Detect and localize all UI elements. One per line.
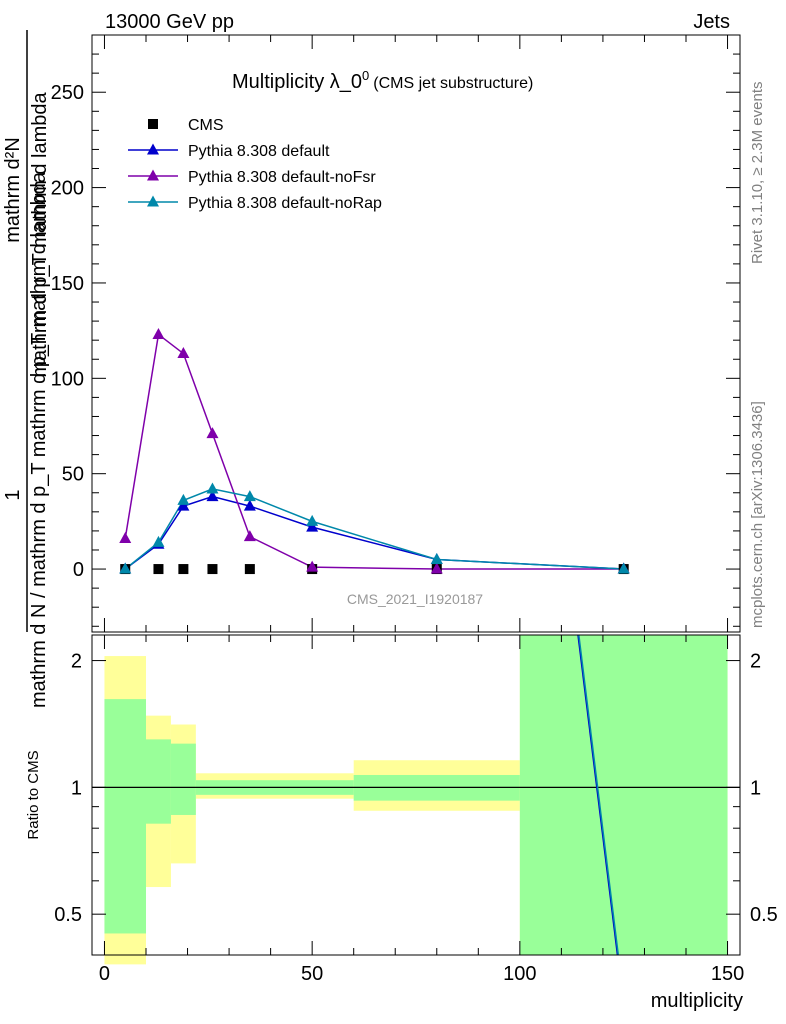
ylabel-num-line2: mathrm d p_T mathrm d lambda [29, 91, 51, 377]
legend-marker [148, 119, 158, 129]
header-right: Jets [693, 11, 730, 33]
ratio-lines [92, 634, 740, 956]
ratio-band-green [146, 739, 171, 824]
legend-label: CMS [188, 117, 224, 134]
ratio-y-tick-label: 0.5 [54, 904, 82, 926]
data-point-s3 [430, 553, 443, 565]
data-point-s2 [243, 530, 256, 542]
ratio-series-line-0 [577, 634, 619, 956]
legend-marker [147, 169, 159, 181]
ratio-y-tick-label: 1 [71, 777, 82, 799]
data-point-s3 [617, 562, 630, 574]
xlabel: multiplicity [651, 990, 743, 1012]
header-left: 13000 GeV pp [105, 11, 234, 33]
ylabel-one: 1 [2, 489, 24, 500]
data-point-s2 [152, 327, 165, 339]
x-tick-label: 0 [99, 963, 110, 985]
data-point-s1 [243, 499, 256, 511]
ratio-band-green [170, 743, 196, 815]
x-tick-label: 100 [503, 963, 536, 985]
legend: CMS Pythia 8.308 default Pythia 8.308 defa… [128, 117, 382, 212]
ylabel-denominator: mathrm d N / mathrm d p_T mathrm d p_T m… [28, 171, 50, 708]
data-point-s3 [306, 514, 319, 526]
legend-label: Pythia 8.308 default [188, 143, 330, 160]
series-line-2 [124, 333, 624, 570]
main-axis-ticks: 0 50 100 150 200 250 [51, 35, 740, 632]
data-point-s1 [206, 490, 219, 502]
legend-label: Pythia 8.308 default-noFsr [188, 169, 376, 186]
y-tick-label: 0 [73, 559, 84, 581]
data-point-s2 [177, 347, 190, 359]
data-point-s2 [206, 427, 219, 439]
series-line-1 [124, 495, 624, 570]
main-title-sup: 0 [362, 68, 369, 83]
main-plot: 0 50 100 150 200 250 [51, 34, 741, 633]
y-tick-label: 150 [51, 273, 84, 295]
data-point-s0 [207, 564, 218, 575]
ratio-band-green [104, 699, 146, 934]
main-title-extra: (CMS jet substructure) [373, 75, 533, 92]
ratio-y-tick-label-right: 1 [750, 777, 761, 799]
y-tick-label: 200 [51, 178, 84, 200]
legend-marker [147, 195, 159, 207]
side-text-bottom: mcplots.cern.ch [arXiv:1306.3436] [749, 401, 766, 628]
ratio-plot: 0.5 0.5 1 1 2 2 0 50 100 150 [54, 634, 778, 985]
y-tick-label: 100 [51, 368, 84, 390]
data-point-s2 [430, 562, 443, 574]
data-point-s3 [243, 490, 256, 502]
main-title: Multiplicity λ_00 (CMS jet substructure) [232, 68, 533, 93]
side-text-top: Rivet 3.1.10, ≥ 2.3M events [749, 82, 766, 265]
ratio-y-tick-label-right: 0.5 [750, 904, 778, 926]
ratio-ylabel: Ratio to CMS [25, 750, 42, 839]
data-point-s3 [152, 535, 165, 547]
ratio-y-tick-label-right: 2 [750, 651, 761, 673]
ylabel-num-line1: mathrm d²N [2, 137, 24, 243]
ratio-bands [104, 635, 728, 965]
legend-label: Pythia 8.308 default-noRap [188, 195, 382, 212]
y-tick-label: 50 [62, 464, 84, 486]
ratio-band-green [519, 635, 728, 955]
y-tick-label: 250 [51, 82, 84, 104]
data-point-s3 [119, 562, 132, 574]
main-ylabel: 1 mathrm d²N mathrm d p_T mathrm d lambd… [2, 30, 51, 708]
data-point-s0 [153, 564, 164, 575]
ratio-series-line-1 [578, 634, 620, 956]
main-data-layer [119, 327, 630, 575]
data-point-s0 [244, 564, 255, 575]
data-point-s3 [206, 482, 219, 494]
data-point-s2 [306, 560, 319, 572]
x-tick-label: 50 [301, 963, 323, 985]
series-line-3 [124, 488, 624, 570]
ratio-axis-ticks: 0.5 0.5 1 1 2 2 0 50 100 150 [54, 635, 778, 985]
watermark: CMS_2021_I1920187 [347, 591, 483, 607]
main-plot-frame [91, 34, 741, 633]
main-title-text: Multiplicity λ_0 [232, 71, 362, 93]
data-point-s1 [306, 520, 319, 532]
x-tick-label: 150 [711, 963, 744, 985]
data-point-s1 [177, 499, 190, 511]
ratio-y-tick-label: 2 [71, 651, 82, 673]
data-point-s3 [177, 493, 190, 505]
data-point-s0 [178, 564, 189, 575]
legend-marker [147, 143, 159, 155]
data-point-s2 [119, 532, 132, 544]
ratio-plot-frame [91, 634, 741, 956]
